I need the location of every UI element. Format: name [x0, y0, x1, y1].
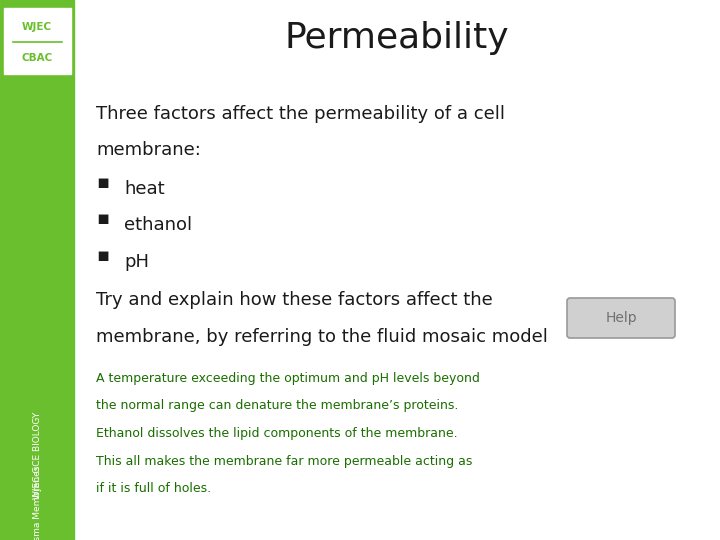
Text: ▪: ▪: [96, 210, 109, 228]
Text: Help: Help: [606, 311, 636, 325]
Text: ethanol: ethanol: [124, 217, 192, 234]
Bar: [0, 0, 74, 540]
Text: Ethanol dissolves the lipid components of the membrane.: Ethanol dissolves the lipid components o…: [96, 427, 458, 440]
Text: This all makes the membrane far more permeable acting as: This all makes the membrane far more per…: [96, 455, 472, 468]
Text: A temperature exceeding the optimum and pH levels beyond: A temperature exceeding the optimum and …: [96, 372, 480, 385]
Text: Permeability: Permeability: [284, 21, 509, 55]
Text: membrane:: membrane:: [96, 141, 201, 159]
Text: membrane, by referring to the fluid mosaic model: membrane, by referring to the fluid mosa…: [96, 328, 548, 346]
Text: WJEC GCE BIOLOGY: WJEC GCE BIOLOGY: [32, 411, 42, 498]
Text: ▪: ▪: [96, 246, 109, 265]
Text: Plasma Membranes: Plasma Membranes: [32, 466, 42, 540]
Text: WJEC: WJEC: [22, 22, 52, 32]
FancyBboxPatch shape: [567, 298, 675, 338]
Text: ▪: ▪: [96, 173, 109, 192]
Text: if it is full of holes.: if it is full of holes.: [96, 482, 211, 495]
Text: Three factors affect the permeability of a cell: Three factors affect the permeability of…: [96, 105, 505, 123]
FancyBboxPatch shape: [4, 8, 71, 74]
Text: heat: heat: [124, 180, 165, 198]
Text: the normal range can denature the membrane’s proteins.: the normal range can denature the membra…: [96, 400, 459, 413]
Text: CBAC: CBAC: [22, 53, 53, 63]
Text: pH: pH: [124, 253, 149, 271]
Text: Try and explain how these factors affect the: Try and explain how these factors affect…: [96, 291, 492, 309]
